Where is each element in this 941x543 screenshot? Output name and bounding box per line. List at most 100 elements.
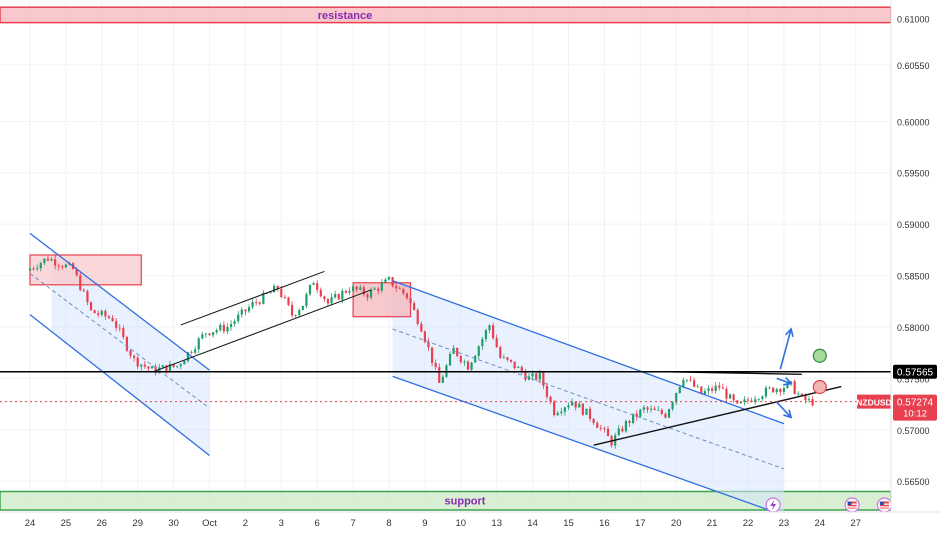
x-tick-label: 29 <box>132 518 143 529</box>
candles-layer <box>28 255 814 449</box>
x-tick-label: 23 <box>779 518 790 529</box>
candle-body <box>179 364 182 367</box>
candle-body <box>800 393 803 396</box>
candle-body <box>369 289 373 298</box>
candle-body <box>746 399 750 401</box>
candle-body <box>352 286 355 292</box>
candle-body <box>79 275 82 291</box>
candle-body <box>280 288 283 298</box>
channel-upper-line <box>29 232 210 371</box>
candle-body <box>492 325 495 339</box>
x-tick-label: 22 <box>743 518 754 529</box>
candle-body <box>538 372 541 380</box>
candle-body <box>667 409 671 418</box>
candle-body <box>57 265 60 267</box>
last-price-value: 0.57274 <box>897 398 934 409</box>
flag-stripe <box>879 503 889 505</box>
candle-body <box>545 385 549 397</box>
candle-body <box>635 413 638 417</box>
candle-body <box>520 367 523 373</box>
candle-body <box>639 409 642 417</box>
candle-body <box>208 333 211 336</box>
channel-lower-line <box>29 314 210 457</box>
y-tick-label: 0.56500 <box>897 477 930 487</box>
candle-body <box>409 297 412 304</box>
candle-body <box>305 294 308 306</box>
candle-body <box>689 379 692 381</box>
y-tick-label: 0.61000 <box>897 15 930 25</box>
candle-body <box>484 330 488 339</box>
candle-body <box>488 325 491 331</box>
sell-target-circle[interactable] <box>812 379 827 395</box>
candle-body <box>685 379 689 381</box>
flag-stripe <box>879 506 889 508</box>
candle-body <box>129 350 132 356</box>
candle-body <box>194 349 197 353</box>
candle-body <box>470 362 473 370</box>
candle-body <box>89 302 93 311</box>
candle-body <box>495 338 498 348</box>
candle-body <box>466 361 470 370</box>
candle-body <box>161 365 164 368</box>
candle-body <box>427 341 430 348</box>
projection-arrow <box>776 401 792 419</box>
candle-body <box>348 291 351 293</box>
x-tick-label: 13 <box>491 518 502 529</box>
lightning-glyph <box>770 500 777 510</box>
candle-body <box>276 286 279 289</box>
candle-body <box>136 357 139 367</box>
x-tick-label: 9 <box>422 518 427 529</box>
candle-body <box>553 401 556 416</box>
rising-channel-upper-line <box>180 270 325 326</box>
candle-body <box>247 307 251 312</box>
candle-body <box>782 388 785 393</box>
candle-body <box>535 373 538 380</box>
flag-stripe <box>847 506 857 508</box>
candle-body <box>430 347 434 363</box>
candle-body <box>624 420 628 432</box>
candle-body <box>754 399 757 402</box>
candle-body <box>578 403 581 408</box>
candle-body <box>215 330 218 333</box>
y-tick-label: 0.57000 <box>897 426 930 436</box>
candle-body <box>556 413 559 416</box>
candle-body <box>186 352 190 361</box>
markers-layer <box>765 327 893 513</box>
candle-body <box>219 324 222 331</box>
candle-body <box>628 420 631 424</box>
candle-body <box>728 394 732 399</box>
candle-body <box>308 284 312 295</box>
candle-body <box>531 373 534 377</box>
candle-body <box>240 309 243 315</box>
candle-body <box>588 408 592 419</box>
candle-body <box>703 391 707 394</box>
candle-body <box>736 400 739 404</box>
candle-body <box>147 366 150 369</box>
candle-body <box>54 259 57 266</box>
y-tick-label: 0.59500 <box>897 169 930 179</box>
candle-body <box>201 334 204 339</box>
arrowhead-icon <box>783 377 793 386</box>
candle-body <box>481 338 484 347</box>
candle-body <box>330 297 333 304</box>
candle-body <box>100 310 103 315</box>
candle-body <box>463 361 466 363</box>
x-tick-label: Oct <box>202 518 217 529</box>
candle-body <box>355 286 358 290</box>
x-tick-label: 27 <box>850 518 861 529</box>
candle-body <box>477 346 480 356</box>
buy-target-circle[interactable] <box>812 348 827 363</box>
symbol-tag <box>857 394 891 409</box>
candle-body <box>793 381 796 395</box>
candle-body <box>739 402 742 404</box>
candle-body <box>761 396 764 400</box>
x-tick-label: 6 <box>315 518 320 529</box>
candle-body <box>359 287 362 290</box>
candle-body <box>50 259 53 261</box>
candle-body <box>732 394 735 401</box>
candle-body <box>653 408 656 411</box>
candle-body <box>517 367 520 369</box>
candle-body <box>222 324 225 332</box>
